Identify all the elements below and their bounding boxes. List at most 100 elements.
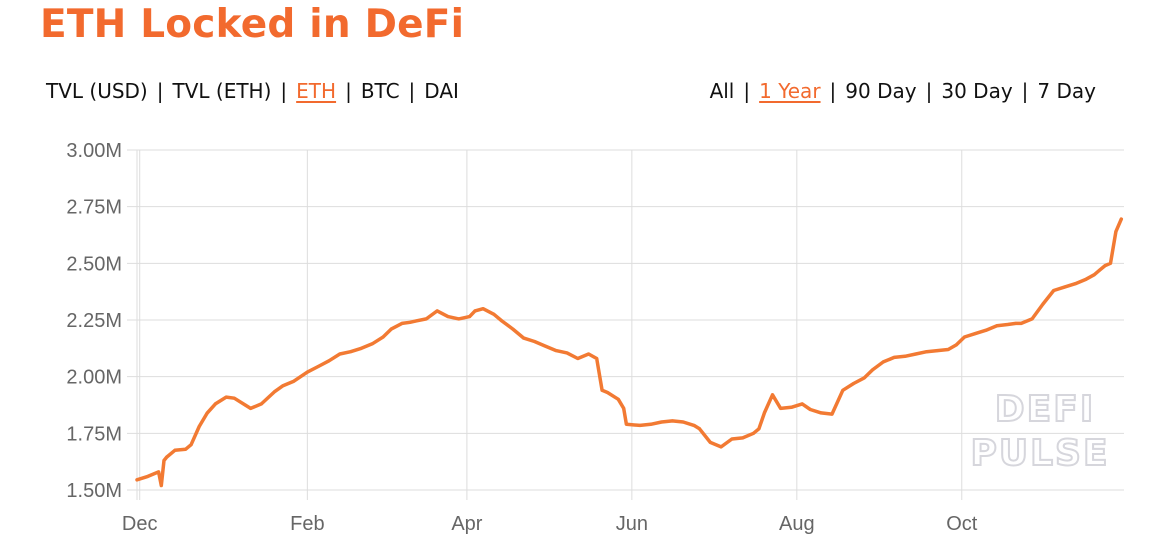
separator: | — [1021, 79, 1029, 103]
data-point — [719, 445, 723, 449]
data-point — [446, 315, 450, 319]
data-point — [370, 342, 374, 346]
data-point — [576, 357, 580, 360]
data-point — [522, 336, 526, 340]
data-point — [554, 349, 558, 353]
data-point — [670, 419, 674, 423]
data-point — [862, 376, 866, 380]
page-title: ETH Locked in DeFi — [40, 2, 465, 47]
data-point — [273, 389, 277, 393]
data-point — [681, 420, 685, 424]
data-point — [1084, 277, 1088, 281]
data-point — [159, 484, 163, 487]
data-point — [606, 391, 609, 394]
x-tick-label: Apr — [451, 513, 482, 535]
data-point — [359, 346, 363, 350]
data-point — [389, 327, 393, 331]
data-point — [1063, 285, 1066, 289]
data-point — [232, 396, 236, 400]
data-point — [692, 423, 696, 427]
separator: | — [925, 79, 933, 103]
data-point — [841, 388, 845, 392]
data-point — [600, 388, 604, 392]
x-tick-label: Aug — [779, 513, 815, 535]
x-axis: Dec Feb Apr Jun Aug Oct — [122, 513, 978, 535]
metric-option-dai[interactable]: DAI — [424, 79, 459, 103]
data-point — [305, 370, 309, 374]
data-point — [903, 354, 907, 358]
metric-option-eth[interactable]: ETH — [296, 79, 337, 103]
data-point — [481, 307, 485, 311]
y-tick-label: 2.00M — [66, 367, 122, 389]
data-point — [327, 359, 331, 363]
chart-grid — [127, 149, 1124, 500]
data-point — [638, 423, 642, 427]
data-point — [1041, 302, 1045, 306]
data-point — [1098, 268, 1102, 272]
data-point — [771, 393, 774, 397]
data-point — [789, 405, 793, 409]
data-point — [414, 319, 417, 323]
data-point — [1052, 289, 1056, 292]
data-point — [473, 309, 477, 313]
data-point — [511, 327, 515, 331]
data-point — [173, 448, 177, 452]
data-point — [1030, 317, 1034, 321]
data-point — [595, 357, 599, 360]
separator: | — [345, 79, 352, 103]
x-tick-label: Oct — [946, 513, 978, 535]
y-axis: 1.50M 1.75M 2.00M 2.25M 2.50M 2.75M 3.00M — [66, 140, 122, 502]
data-point — [292, 379, 296, 383]
series-group — [135, 217, 1124, 488]
data-point — [852, 382, 856, 385]
metric-option-tvl-usd[interactable]: TVL (USD) — [46, 79, 148, 103]
data-point — [492, 312, 496, 316]
data-point — [146, 474, 150, 478]
range-option-90-day[interactable]: 90 Day — [845, 79, 917, 103]
data-point — [213, 402, 217, 406]
separator: | — [280, 79, 288, 103]
data-point — [954, 343, 958, 347]
range-option-all[interactable]: All — [709, 79, 735, 103]
data-point — [762, 411, 766, 415]
data-point — [400, 321, 404, 325]
data-point — [708, 440, 712, 444]
watermark-line-1: DEFI — [995, 389, 1095, 430]
data-point — [349, 350, 353, 354]
data-point — [892, 355, 896, 359]
data-point — [984, 328, 988, 332]
data-point — [165, 455, 169, 459]
data-point — [249, 406, 253, 410]
separator: | — [743, 79, 751, 103]
data-point — [935, 349, 939, 353]
data-point — [1103, 264, 1107, 268]
data-point — [381, 335, 385, 339]
data-point — [259, 402, 263, 406]
data-point — [408, 320, 412, 324]
data-point — [1014, 321, 1018, 325]
data-point — [624, 422, 628, 426]
data-point — [881, 360, 885, 364]
data-point — [157, 470, 161, 474]
range-selector: All | 1 Year | 90 Day | 30 Day | 7 Day — [710, 79, 1096, 103]
y-tick-label: 2.50M — [66, 253, 122, 275]
separator: | — [829, 79, 837, 103]
data-point — [660, 420, 664, 424]
data-point — [946, 348, 950, 351]
data-point — [1114, 230, 1118, 234]
data-point — [698, 427, 701, 431]
data-point — [973, 332, 977, 336]
range-option-30-day[interactable]: 30 Day — [941, 79, 1013, 103]
range-option-7-day[interactable]: 7 Day — [1037, 79, 1096, 103]
data-point — [533, 340, 536, 343]
data-point — [468, 315, 472, 319]
data-point — [205, 411, 209, 415]
data-point — [730, 437, 734, 441]
metric-option-tvl-eth[interactable]: TVL (ETH) — [172, 79, 272, 103]
range-option-1-year[interactable]: 1 Year — [759, 79, 821, 103]
data-point — [184, 447, 188, 451]
y-tick-label: 3.00M — [66, 140, 122, 162]
data-point — [338, 352, 342, 356]
metric-option-btc[interactable]: BTC — [360, 79, 400, 103]
data-point — [543, 344, 547, 348]
